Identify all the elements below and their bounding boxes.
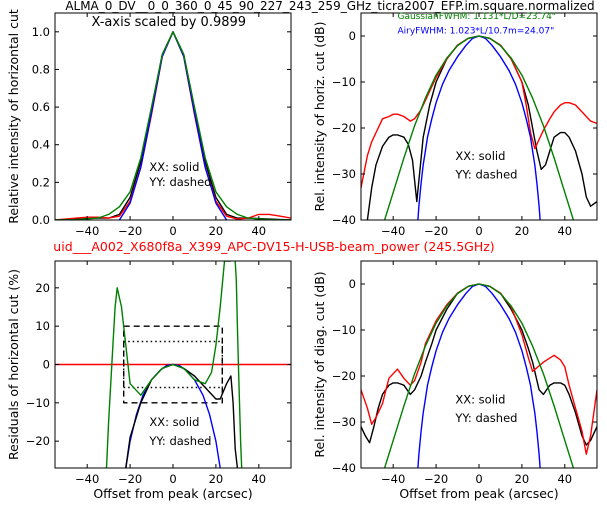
- x-tick-label: 20: [515, 472, 530, 486]
- series-line: [234, 261, 243, 468]
- x-axis-label: Offset from peak (arcsec): [93, 486, 252, 501]
- series-line: [417, 35, 541, 220]
- series-line: [122, 325, 224, 404]
- axes-frame: [360, 12, 598, 221]
- y-tick-label: −40: [332, 213, 356, 227]
- y-tick-label: −30: [332, 415, 356, 429]
- x-tick-label: 20: [209, 472, 224, 486]
- y-tick-label: 0: [349, 277, 356, 291]
- y-tick-label: 10: [35, 319, 50, 333]
- series-line: [55, 31, 291, 220]
- panels: −40 −20 0 20 40 0.0 0.2 0.4 0.6 0.8 1.0 Relative in…: [6, 9, 598, 501]
- series-line: [105, 261, 231, 468]
- y-axis-label: Residuals of horizontal cut (%): [6, 269, 21, 460]
- series-line: [383, 283, 575, 468]
- y-tick-label: 0.6: [32, 100, 50, 114]
- x-tick-label: −20: [118, 472, 142, 486]
- annotation: YY: dashed: [148, 434, 211, 448]
- chart-panel-2: −40 −20 0 20 40 −40 −30 −20 −10 0 Rel. intensity o…: [312, 12, 598, 238]
- x-tick-label: 40: [557, 224, 572, 238]
- y-tick-label: −10: [26, 396, 50, 410]
- series-line: [417, 283, 541, 468]
- y-tick-label: −40: [332, 461, 356, 475]
- x-tick-label: −40: [75, 224, 99, 238]
- annotation: XX: solid: [149, 415, 199, 429]
- y-tick-label: 0.2: [32, 175, 50, 189]
- x-tick-label: 0: [169, 224, 176, 238]
- annotation: YY: dashed: [454, 411, 517, 425]
- figure-subtitle: uid___A002_X680f8a_X399_APC-DV15-H-USB-b…: [53, 239, 494, 254]
- x-tick-label: 40: [251, 224, 266, 238]
- x-tick-label: 0: [475, 224, 482, 238]
- x-axis-label: Offset from peak (arcsec): [399, 486, 558, 501]
- series-group: [55, 31, 291, 220]
- annotation: XX: solid: [455, 393, 505, 407]
- y-tick-label: 0.8: [32, 62, 50, 76]
- figure-title: ALMA_0_DV__0_0_360_0_45_90_227_243_259_G…: [65, 0, 594, 13]
- series-line: [366, 35, 597, 220]
- x-tick-label: 20: [209, 224, 224, 238]
- series-group: [361, 35, 597, 220]
- annotation: XX: solid: [149, 160, 199, 174]
- series-line: [55, 31, 291, 220]
- y-tick-label: 0: [43, 358, 50, 372]
- series-line: [361, 35, 597, 188]
- annotation: AiryFWHM: 1.023*L/10.7m=24.07": [397, 27, 554, 37]
- y-tick-label: −20: [332, 369, 356, 383]
- x-tick-label: 40: [251, 472, 266, 486]
- axes-frame: [360, 260, 598, 469]
- x-tick-label: −40: [381, 224, 405, 238]
- x-tick-label: 20: [515, 224, 530, 238]
- y-tick-label: 0: [349, 29, 356, 43]
- y-tick-label: −30: [332, 167, 356, 181]
- x-tick-label: −40: [381, 472, 405, 486]
- y-tick-label: −20: [332, 121, 356, 135]
- chart-panel-1: −40 −20 0 20 40 0.0 0.2 0.4 0.6 0.8 1.0 Relative in…: [6, 9, 292, 238]
- series-line: [118, 31, 228, 220]
- y-tick-label: −20: [26, 434, 50, 448]
- x-tick-label: 0: [475, 472, 482, 486]
- y-tick-label: 0.0: [32, 213, 50, 227]
- annotation: YY: dashed: [454, 168, 517, 182]
- y-tick-label: 1.0: [32, 25, 50, 39]
- x-tick-label: −20: [424, 224, 448, 238]
- annotation: X-axis scaled by 0.9899: [91, 15, 246, 30]
- y-tick-label: −10: [332, 75, 356, 89]
- series-group: [361, 283, 597, 468]
- series-group: [55, 261, 291, 468]
- y-axis-label: Rel. intensity of diag. cut (dB): [312, 271, 327, 457]
- series-line: [55, 31, 291, 220]
- x-tick-label: 40: [557, 472, 572, 486]
- annotation: XX: solid: [455, 149, 505, 163]
- y-axis-label: Relative intensity of horizontal cut: [6, 9, 21, 224]
- x-tick-label: −40: [75, 472, 99, 486]
- y-tick-label: 0.4: [32, 138, 50, 152]
- y-tick-label: 20: [35, 281, 50, 295]
- annotation: YY: dashed: [148, 175, 211, 189]
- y-axis-label: Rel. intensity of horiz. cut (dB): [312, 21, 327, 211]
- series-line: [383, 35, 575, 220]
- y-tick-label: −10: [332, 323, 356, 337]
- x-tick-label: 0: [169, 472, 176, 486]
- x-tick-label: −20: [118, 224, 142, 238]
- x-tick-label: −20: [424, 472, 448, 486]
- annotation: GaussianFWHM: 1.131*L/D=23.74": [397, 12, 555, 22]
